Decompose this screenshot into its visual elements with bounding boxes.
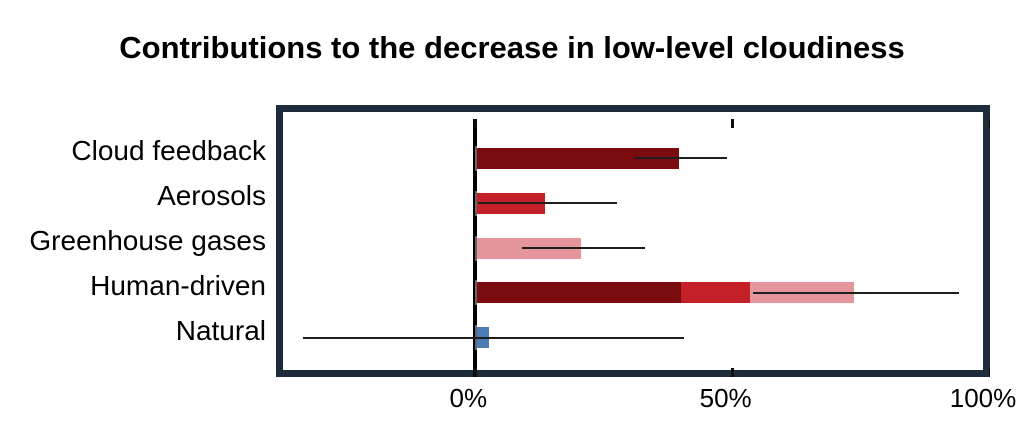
error-bar-greenhouse-gases (521, 247, 646, 249)
x-tick-100--top (988, 119, 990, 128)
plot-area (290, 119, 990, 377)
bar-segment-human-driven-dark_red (477, 282, 681, 304)
x-tick-0--bottom (473, 368, 477, 377)
chart-title: Contributions to the decrease in low-lev… (119, 30, 905, 65)
category-label-aerosols: Aerosols (157, 180, 266, 212)
plot-frame (276, 105, 990, 377)
x-tick-label-50-: 50% (699, 383, 752, 413)
error-bar-natural (302, 336, 684, 339)
x-tick-label-0-: 0% (449, 383, 488, 413)
x-tick-label-100-: 100% (949, 383, 1017, 413)
x-tick-50--bottom (731, 368, 735, 377)
category-label-human-driven: Human-driven (90, 269, 266, 301)
x-tick-100--bottom (988, 368, 990, 377)
error-bar-aerosols (477, 202, 617, 205)
bar-segment-cloud-feedback-dark_red (477, 147, 680, 169)
x-tick-0--top (473, 119, 477, 128)
category-label-greenhouse-gases: Greenhouse gases (29, 225, 266, 256)
x-tick-50--top (731, 119, 735, 128)
error-bar-human-driven (753, 291, 960, 294)
zero-baseline (473, 119, 478, 377)
error-bar-cloud-feedback (634, 157, 728, 160)
bar-segment-human-driven-red (680, 282, 750, 304)
bar-human-driven (475, 280, 857, 306)
category-label-natural: Natural (175, 314, 266, 346)
category-label-cloud-feedback: Cloud feedback (71, 135, 266, 167)
